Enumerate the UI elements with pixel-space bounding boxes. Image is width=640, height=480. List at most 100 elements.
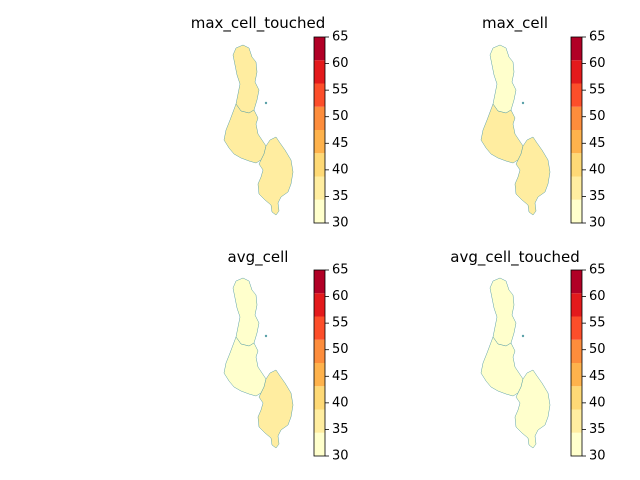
colorbar-segment <box>571 363 582 387</box>
colorbar-frame <box>570 269 583 457</box>
lake-dot <box>264 334 268 338</box>
colorbar-segment <box>571 409 582 433</box>
colorbar-frame <box>313 36 326 224</box>
colorbar-segment <box>314 176 325 200</box>
colorbar-segment <box>571 176 582 200</box>
lake-dot <box>521 334 525 338</box>
colorbar-segment <box>314 199 325 223</box>
panel-max-cell: max_cell 30 35 40 45 50 55 60 65 <box>480 14 606 231</box>
colorbar-tick-label: 45 <box>589 136 606 151</box>
lake-dot <box>521 101 525 105</box>
colorbar-tick-label: 40 <box>589 395 606 410</box>
colorbar-tick-label: 30 <box>589 216 606 231</box>
region-central <box>480 336 524 397</box>
colorbar-tick-label: 50 <box>332 109 349 124</box>
region-south <box>257 369 294 449</box>
colorbar-tick-label: 35 <box>589 422 606 437</box>
colorbar-segment <box>314 60 325 84</box>
colorbar-segment <box>314 432 325 456</box>
colorbar-tick-label: 30 <box>332 216 349 231</box>
region-central <box>223 103 267 164</box>
colorbar-tick-label: 55 <box>332 83 349 98</box>
colorbar-tick-label: 55 <box>589 316 606 331</box>
colorbar-tick-label: 40 <box>589 162 606 177</box>
colorbar-tick-label: 60 <box>589 289 606 304</box>
colorbar-segment <box>314 339 325 363</box>
panel-title: avg_cell_touched <box>450 248 579 267</box>
colorbar: 30 35 40 45 50 55 60 65 <box>313 30 349 231</box>
region-north <box>489 277 517 347</box>
panel-title: avg_cell <box>228 248 289 267</box>
colorbar: 30 35 40 45 50 55 60 65 <box>570 30 606 231</box>
colorbar-frame <box>313 269 326 457</box>
region-north <box>232 277 260 347</box>
colorbar-segment <box>571 106 582 130</box>
colorbar-tick-label: 30 <box>332 449 349 464</box>
colorbar-segment <box>571 83 582 107</box>
colorbar-segment <box>571 37 582 61</box>
colorbar-tick-label: 35 <box>332 422 349 437</box>
colorbar-segment <box>314 316 325 340</box>
region-south <box>257 136 294 216</box>
colorbar-segment <box>571 130 582 154</box>
panel-max-cell-touched: max_cell_touched 30 35 40 45 50 55 60 65 <box>191 14 349 231</box>
colorbar-tick-label: 60 <box>332 289 349 304</box>
region-map <box>480 277 551 449</box>
colorbar-segment <box>314 153 325 177</box>
colorbar-tick-label: 45 <box>332 136 349 151</box>
colorbar-tick-label: 40 <box>332 162 349 177</box>
colorbar-tick-label: 65 <box>589 263 606 278</box>
colorbar-tick-label: 45 <box>589 369 606 384</box>
colorbar-tick-label: 35 <box>589 189 606 204</box>
colorbar-tick-label: 50 <box>589 342 606 357</box>
colorbar-segment <box>314 386 325 410</box>
colorbar-segment <box>314 363 325 387</box>
region-south <box>514 136 551 216</box>
colorbar-tick-label: 65 <box>332 30 349 45</box>
colorbar-segment <box>314 83 325 107</box>
panel-avg-cell: avg_cell 30 35 40 45 50 55 60 65 <box>223 248 349 464</box>
colorbar-tick-label: 55 <box>589 83 606 98</box>
colorbar-frame <box>570 36 583 224</box>
region-map <box>223 277 294 449</box>
colorbar-segment <box>571 60 582 84</box>
colorbar-segment <box>571 339 582 363</box>
colorbar: 30 35 40 45 50 55 60 65 <box>313 263 349 464</box>
region-north <box>232 44 260 114</box>
colorbar-segment <box>571 293 582 317</box>
colorbar-tick-label: 30 <box>589 449 606 464</box>
colorbar-segment <box>314 293 325 317</box>
colorbar-tick-label: 65 <box>589 30 606 45</box>
panel-title: max_cell <box>482 14 548 33</box>
panel-title: max_cell_touched <box>191 14 326 33</box>
colorbar-tick-label: 50 <box>332 342 349 357</box>
colorbar: 30 35 40 45 50 55 60 65 <box>570 263 606 464</box>
colorbar-segment <box>571 386 582 410</box>
colorbar-segment <box>314 130 325 154</box>
region-central <box>223 336 267 397</box>
colorbar-segment <box>314 106 325 130</box>
colorbar-segment <box>571 316 582 340</box>
colorbar-tick-label: 45 <box>332 369 349 384</box>
colorbar-tick-label: 40 <box>332 395 349 410</box>
panel-avg-cell-touched: avg_cell_touched 30 35 40 45 50 55 60 65 <box>450 248 605 464</box>
colorbar-segment <box>571 199 582 223</box>
region-central <box>480 103 524 164</box>
colorbar-tick-label: 60 <box>332 56 349 71</box>
colorbar-tick-label: 65 <box>332 263 349 278</box>
region-map <box>480 44 551 216</box>
lake-dot <box>264 101 268 105</box>
colorbar-segment <box>314 409 325 433</box>
colorbar-segment <box>314 270 325 294</box>
colorbar-tick-label: 50 <box>589 109 606 124</box>
region-north <box>489 44 517 114</box>
colorbar-tick-label: 60 <box>589 56 606 71</box>
colorbar-segment <box>571 153 582 177</box>
colorbar-segment <box>314 37 325 61</box>
colorbar-tick-label: 35 <box>332 189 349 204</box>
colorbar-segment <box>571 270 582 294</box>
colorbar-segment <box>571 432 582 456</box>
region-south <box>514 369 551 449</box>
colorbar-tick-label: 55 <box>332 316 349 331</box>
